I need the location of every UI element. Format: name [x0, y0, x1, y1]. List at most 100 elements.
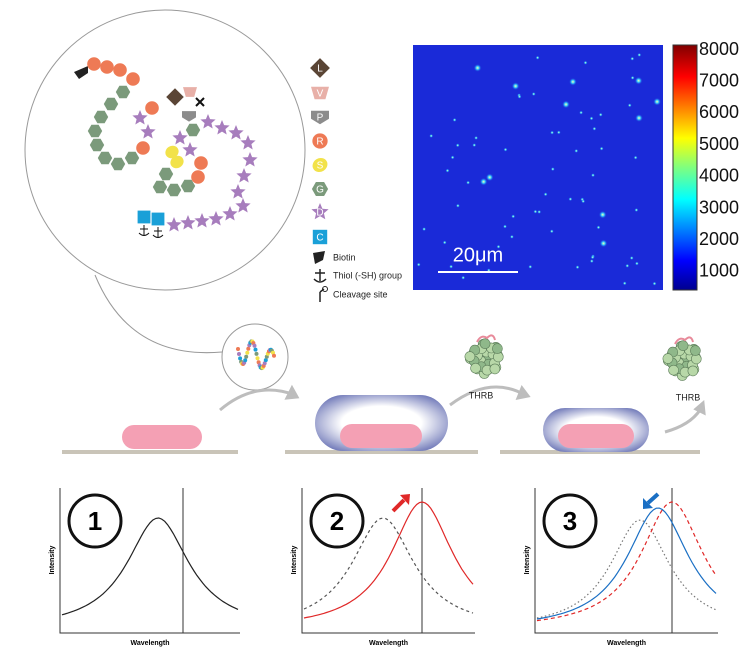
residue-r	[191, 170, 205, 184]
y-axis-label: Intensity	[49, 546, 56, 575]
spot	[512, 82, 520, 90]
spot	[504, 148, 508, 152]
colorbar-label: 2000	[699, 229, 739, 249]
residue-r	[145, 101, 159, 115]
arrow-head	[518, 388, 528, 398]
spot	[637, 53, 641, 57]
spot	[422, 227, 426, 231]
x-axis-label: Wavelength	[607, 640, 646, 647]
protein-blob	[471, 363, 481, 373]
page: LVPRSGDCBiotinThiol (-SH) groupCleavage …	[0, 0, 743, 653]
arrow	[220, 390, 295, 410]
spot	[562, 100, 570, 108]
spot	[590, 259, 594, 263]
mini-residue	[253, 344, 257, 348]
spot	[446, 169, 450, 173]
residue-r	[126, 72, 140, 86]
spot	[623, 281, 627, 285]
spot	[466, 181, 470, 185]
spot	[451, 155, 455, 159]
legend-letter: S	[317, 161, 324, 172]
colorbar-label: 3000	[699, 197, 739, 217]
spot	[544, 192, 548, 196]
spot	[600, 147, 604, 151]
spot	[429, 134, 433, 138]
legend-label: Cleavage site	[333, 289, 388, 299]
spot	[581, 199, 585, 203]
mini-residue	[255, 352, 259, 356]
legend-letter: G	[316, 185, 324, 196]
colorbar-label: 8000	[699, 39, 739, 59]
spot	[461, 276, 465, 280]
y-axis-label: Intensity	[524, 546, 531, 575]
mini-residue	[236, 347, 240, 351]
spot	[599, 113, 603, 117]
colorbar-labels: 80007000600050004000300020001000	[699, 39, 739, 281]
residue-r	[113, 63, 127, 77]
spot	[631, 76, 635, 80]
legend-letter: P	[317, 113, 324, 124]
protein-blob	[490, 364, 500, 374]
residue-c	[138, 211, 151, 224]
spot	[551, 167, 555, 171]
spot	[599, 211, 607, 219]
spot	[537, 210, 541, 214]
panel-number: 3	[563, 506, 577, 536]
x-axis-label: Wavelength	[369, 640, 408, 647]
mini-residue	[246, 347, 250, 351]
spot	[557, 130, 561, 134]
protein-blob	[690, 346, 700, 356]
spot	[630, 256, 634, 260]
protein-blob	[492, 344, 502, 354]
spot	[569, 78, 577, 86]
spot	[635, 77, 643, 85]
mini-residue	[243, 358, 247, 362]
spot	[510, 235, 514, 239]
colorbar-label: 7000	[699, 70, 739, 90]
residue-r	[194, 156, 208, 170]
protein-blob	[688, 366, 698, 376]
spot	[417, 263, 421, 267]
mini-residue	[264, 358, 268, 362]
spot	[511, 214, 515, 218]
spot	[600, 239, 608, 247]
mini-residue	[256, 356, 260, 360]
spot	[550, 229, 554, 233]
protein-label: THRB	[676, 392, 701, 402]
zoom-circle	[25, 10, 305, 290]
spot	[456, 143, 460, 147]
spot	[625, 264, 629, 268]
spot	[550, 131, 554, 135]
spot	[592, 127, 596, 131]
legend-letter: D	[316, 208, 323, 219]
legend-letter: V	[317, 89, 324, 100]
mini-residue	[244, 355, 248, 359]
legend-letter: R	[316, 137, 323, 148]
arrow-head	[287, 388, 297, 398]
spot	[591, 255, 595, 259]
microscopy-image	[413, 45, 663, 290]
spot	[474, 64, 482, 72]
spot	[653, 98, 661, 106]
mini-residue	[272, 354, 276, 358]
shift-arrow	[393, 500, 404, 511]
y-axis-label: Intensity	[291, 546, 298, 575]
protein-blob	[480, 339, 490, 349]
colorbar-label: 4000	[699, 166, 739, 186]
spot	[579, 111, 583, 115]
spot	[628, 103, 632, 107]
mini-residue	[254, 348, 258, 352]
spot	[532, 92, 536, 96]
spot	[634, 156, 638, 160]
protein-label: THRB	[469, 390, 494, 400]
legend-letter: C	[316, 233, 323, 244]
spot	[486, 173, 494, 181]
small-circle	[222, 324, 288, 390]
spot	[472, 143, 476, 147]
residue-r	[136, 141, 150, 155]
spot	[474, 136, 478, 140]
spot	[635, 114, 643, 122]
shift-arrow	[648, 494, 658, 503]
mini-residue	[245, 351, 249, 355]
